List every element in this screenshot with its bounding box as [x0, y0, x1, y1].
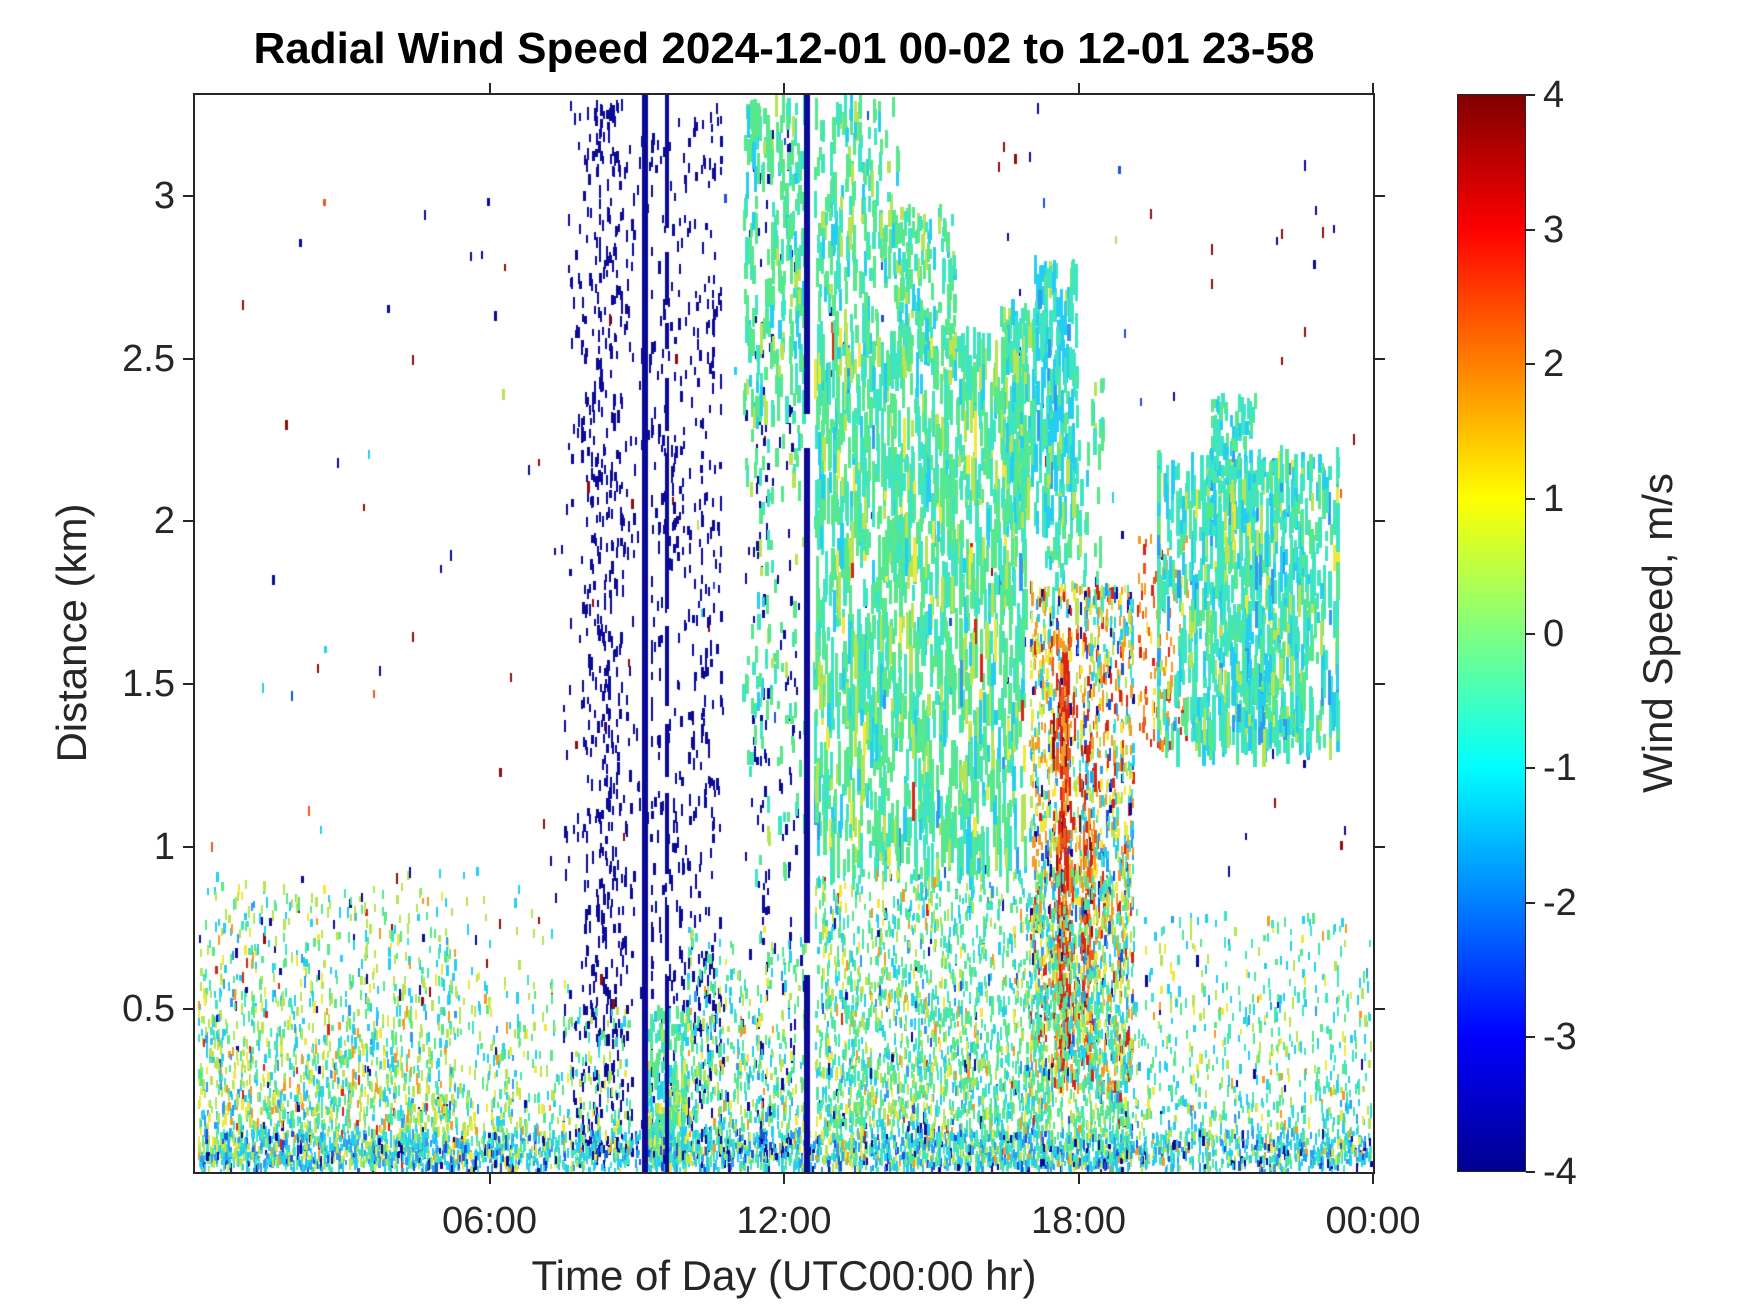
- y-tick-label: 2.5: [122, 337, 175, 380]
- colorbar-tick-mark: [1526, 901, 1535, 904]
- y-tick-mark-right: [1375, 520, 1385, 523]
- y-tick-mark: [183, 1008, 193, 1011]
- colorbar-tick-mark: [1526, 767, 1535, 770]
- x-axis-label: Time of Day (UTC00:00 hr): [531, 1252, 1037, 1299]
- y-tick-mark-right: [1375, 682, 1385, 685]
- y-tick-mark-right: [1375, 194, 1385, 197]
- x-tick-mark: [488, 1174, 491, 1184]
- y-tick-mark: [183, 845, 193, 848]
- y-tick-label: 1: [153, 825, 175, 868]
- colorbar-tick-label: 0: [1543, 612, 1565, 655]
- colorbar-tick-mark: [1526, 228, 1535, 231]
- y-tick-mark-right: [1375, 357, 1385, 360]
- x-tick-label: 06:00: [441, 1200, 538, 1242]
- colorbar-tick-mark: [1526, 1171, 1535, 1173]
- colorbar-tick-label: 3: [1543, 208, 1565, 251]
- y-tick-mark: [183, 194, 193, 197]
- y-tick-label: 3: [153, 174, 175, 217]
- colorbar-tick-label: 4: [1543, 74, 1565, 116]
- colorbar-tick-label: 2: [1543, 343, 1565, 386]
- colorbar-tick-label: -1: [1543, 747, 1577, 790]
- x-tick-mark: [783, 1174, 785, 1184]
- x-tick-mark-top: [1077, 83, 1080, 93]
- x-tick-mark: [1372, 1174, 1374, 1184]
- y-tick-mark: [183, 682, 193, 685]
- y-tick-label: 1.5: [122, 662, 175, 705]
- x-tick-label: 18:00: [1030, 1200, 1127, 1242]
- y-tick-mark: [183, 357, 193, 360]
- colorbar-tick-mark: [1526, 497, 1535, 500]
- colorbar-tick-mark: [1526, 94, 1535, 96]
- colorbar-tick-label: 1: [1543, 477, 1565, 520]
- colorbar-tick-mark: [1526, 632, 1535, 635]
- y-tick-mark: [183, 520, 193, 523]
- colorbar-tick-mark: [1526, 1036, 1535, 1039]
- colorbar-tick-mark: [1526, 363, 1535, 366]
- colorbar-tick-label: -4: [1543, 1151, 1577, 1193]
- x-tick-mark-top: [488, 83, 491, 93]
- y-tick-mark-right: [1375, 1008, 1385, 1011]
- x-tick-mark: [1077, 1174, 1080, 1184]
- colorbar-gradient: [1458, 95, 1525, 1171]
- x-tick-label: 12:00: [736, 1200, 832, 1242]
- x-tick-mark-top: [1372, 83, 1374, 93]
- colorbar: [1457, 94, 1526, 1172]
- x-tick-label: 00:00: [1325, 1200, 1421, 1242]
- chart-title: Radial Wind Speed 2024-12-01 00-02 to 12…: [253, 24, 1315, 73]
- x-tick-mark-top: [783, 83, 785, 93]
- colorbar-tick-label: -3: [1543, 1016, 1577, 1059]
- heatmap-canvas: [195, 95, 1373, 1172]
- colorbar-tick-label: -2: [1543, 881, 1577, 924]
- y-tick-mark-right: [1375, 845, 1385, 848]
- y-tick-label: 2: [153, 500, 175, 543]
- y-tick-label: 0.5: [122, 988, 175, 1031]
